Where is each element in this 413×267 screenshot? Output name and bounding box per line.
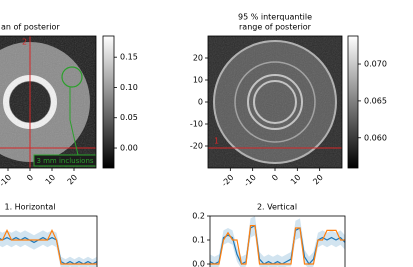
y-tick-label: -10 (190, 120, 203, 129)
series-line (209, 224, 346, 265)
colorbar-tick-label: 0.15 (120, 53, 138, 62)
inclusion-marker (61, 66, 83, 88)
y-tick-label: 20 (193, 54, 203, 63)
image-noise (208, 36, 342, 168)
colorbar-tick-label: 0.060 (364, 133, 387, 142)
x-tick-label: -10 (242, 173, 258, 189)
chart-title: 95 % interquantile (238, 13, 312, 22)
chart-title: 2. Vertical (257, 203, 297, 212)
annotation: 2 (22, 38, 27, 47)
chart-title: range of posterior (239, 23, 312, 32)
image-posterior-mean (0, 36, 96, 168)
uncertainty-band (0, 230, 97, 267)
x-tick-label: -20 (220, 173, 236, 189)
x-tick-label: 0 (25, 173, 35, 183)
colorbar (102, 35, 115, 169)
y-tick-label: 0.0 (192, 260, 205, 267)
axes-frame (0, 215, 98, 267)
x-tick-label: 10 (44, 173, 58, 187)
colorbar-tick-label: 0.10 (120, 83, 138, 92)
x-tick-label: 20 (311, 173, 325, 187)
annotation: 1 (214, 137, 219, 146)
x-tick-label: 10 (289, 173, 303, 187)
y-tick-label: 0 (198, 98, 203, 107)
annotation: 3 mm inclusions (36, 157, 93, 165)
series-line (0, 228, 97, 265)
uncertainty-band (210, 216, 345, 267)
y-tick-label: 0.2 (192, 212, 205, 221)
chart-title: an of posterior (1, 23, 60, 32)
colorbar-tick-label: 0.05 (120, 113, 138, 122)
axes-frame (209, 215, 346, 267)
pointer (69, 87, 79, 156)
image-noise (0, 36, 96, 168)
colorbar-tick-label: 0.00 (120, 144, 138, 153)
colorbar (347, 35, 359, 169)
image-interquantile (208, 36, 342, 168)
y-tick-label: 0.1 (192, 236, 205, 245)
x-tick-label: -10 (0, 173, 13, 189)
chart-title: 1. Horizontal (4, 203, 55, 212)
y-tick-label: 10 (193, 76, 203, 85)
x-tick-label: 0 (270, 173, 280, 183)
annotation-box (33, 154, 96, 167)
x-tick-label: 20 (66, 173, 80, 187)
y-tick-label: -20 (190, 142, 203, 151)
colorbar-tick-label: 0.070 (364, 60, 387, 69)
series-line (210, 225, 345, 265)
colorbar-tick-label: 0.065 (364, 96, 387, 105)
